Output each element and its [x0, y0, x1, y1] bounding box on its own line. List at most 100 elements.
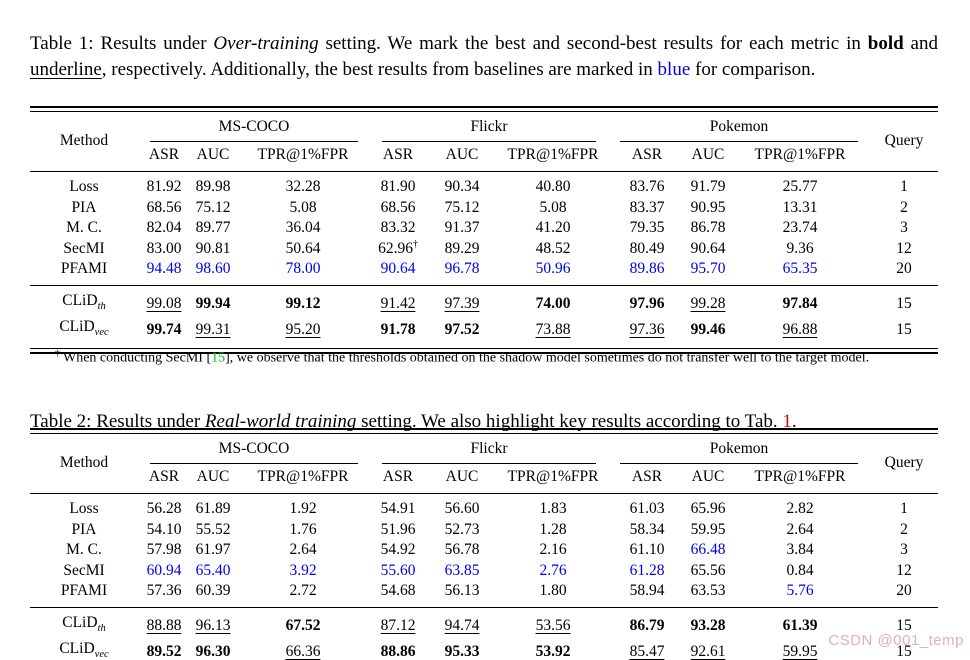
clid-rows: CLiDth 99.08 99.94 99.12 91.42 97.39 74.00 97.9…	[30, 284, 939, 348]
value-cell: 1	[900, 178, 908, 195]
group-label: MS-COCO	[218, 118, 290, 135]
value-cell: 58.34	[629, 520, 665, 538]
value-cell: 57.36	[146, 582, 182, 599]
value-cell: 12	[896, 239, 912, 257]
value-cell: 36.04	[285, 219, 321, 236]
value-cell: 67.52	[236, 606, 370, 640]
value-cell: 2	[900, 520, 908, 538]
method-cell: M. C.	[66, 541, 102, 558]
value-cell: 91.78	[380, 321, 416, 339]
group-label: Pokemon	[709, 118, 769, 135]
value-cell: 20	[896, 260, 912, 277]
value-cell: 96.13	[190, 606, 236, 640]
value-cell: 63.53	[690, 582, 726, 599]
table-row: CLiDth 99.08 99.94 99.12 91.42 97.39 74.00 97.9…	[30, 284, 939, 318]
value-cell: 56.28	[146, 500, 182, 517]
value-cell: 2.76	[539, 561, 567, 579]
value-cell: 96.78	[444, 260, 480, 277]
col-header-auc: AUC	[190, 141, 236, 172]
value-cell: 92.61	[690, 643, 726, 660]
group-header-mscoco: MS-COCO	[138, 112, 370, 142]
clid-rows: CLiDth 88.88 96.13 67.52 87.12 94.74 53.56 86.7…	[30, 606, 939, 660]
value-cell: 99.08	[138, 284, 190, 318]
value-cell: 97.36	[629, 321, 665, 339]
sub-header-row: ASR AUC TPR@1%FPR ASR AUC TPR@1%FPR ASR …	[30, 463, 938, 494]
value-cell: 81.92	[146, 178, 182, 195]
value-cell: 50.96	[535, 260, 571, 277]
baseline-rows: Loss 56.28 61.89 1.92 54.91 56.60 1.83 61.03 65.…	[30, 494, 938, 608]
value-cell: 66.36	[285, 643, 321, 660]
col-header-asr: ASR	[608, 463, 686, 494]
value-cell: 65.35	[782, 260, 818, 277]
table-row: PFAMI 57.36 60.39 2.72 54.68 56.13 1.80 58.94 63…	[30, 581, 938, 607]
col-header-asr: ASR	[370, 141, 426, 172]
value-cell: 88.86	[380, 643, 416, 660]
value-cell: 3.92	[289, 561, 317, 579]
value-cell: 61.03	[629, 500, 665, 517]
value-cell: 55.60	[380, 561, 416, 579]
method-cell: CLiDvec	[59, 640, 109, 660]
value-cell: 50.64	[285, 239, 321, 257]
group-header-pokemon: Pokemon	[608, 112, 870, 142]
value-cell: 1.83	[539, 500, 567, 517]
results-table-2: Method MS-COCO Flickr Pokemon Query ASR …	[30, 434, 939, 660]
col-header-tpr: TPR@1%FPR	[236, 141, 370, 172]
value-cell: 2.64	[786, 520, 814, 538]
value-cell: 15	[896, 643, 912, 660]
value-cell: 97.39	[426, 284, 498, 318]
method-cell: M. C.	[66, 219, 102, 236]
table-row: M. C. 82.04 89.77 36.04 83.32 91.37 41.20 79.35…	[30, 218, 938, 239]
value-cell: 91.79	[690, 178, 726, 195]
value-cell: 79.35	[629, 219, 665, 236]
value-cell: 9.36	[786, 239, 814, 257]
value-cell: 5.08	[289, 198, 317, 216]
method-cell: CLiDth	[30, 284, 138, 318]
baseline-rows: Loss 81.92 89.98 32.28 81.90 90.34 40.80 83.76 9…	[30, 172, 938, 286]
text-segment: Real-world training	[204, 411, 357, 432]
value-cell: 56.78	[444, 541, 480, 558]
text-segment: 15	[211, 350, 226, 366]
value-cell: 2.72	[289, 582, 317, 599]
value-cell: 78.00	[285, 260, 321, 277]
value-cell: 59.95	[690, 520, 726, 538]
value-cell: 54.68	[380, 582, 416, 599]
value-cell: 95.33	[444, 643, 480, 660]
text-segment: bold	[867, 33, 904, 54]
value-cell: 59.95	[782, 643, 818, 660]
method-cell: SecMI	[63, 561, 105, 579]
table1-caption: Table 1: Results under Over-training set…	[30, 31, 938, 83]
value-cell: 75.12	[444, 198, 480, 216]
method-cell: PFAMI	[60, 260, 108, 277]
col-header-asr: ASR	[138, 463, 190, 494]
method-cell: SecMI	[63, 239, 105, 257]
value-cell: 23.74	[782, 219, 818, 236]
col-header-tpr: TPR@1%FPR	[498, 141, 608, 172]
table-row: Loss 56.28 61.89 1.92 54.91 56.60 1.83 61.03 65.…	[30, 494, 938, 520]
text-segment: for comparison.	[690, 59, 816, 80]
col-header-tpr: TPR@1%FPR	[498, 463, 608, 494]
value-cell: 83.37	[629, 198, 665, 216]
value-cell: 97.52	[444, 321, 480, 339]
col-header-tpr: TPR@1%FPR	[730, 141, 871, 172]
table2-caption: Table 2: Results under Real-world traini…	[30, 409, 938, 435]
value-cell: 0.84	[786, 561, 814, 579]
value-cell: 94.74	[426, 606, 498, 640]
col-header-method: Method	[30, 112, 138, 172]
value-cell: 61.89	[195, 500, 231, 517]
value-cell: 99.46	[690, 321, 726, 339]
value-cell: 90.95	[690, 198, 726, 216]
group-header-mscoco: MS-COCO	[138, 434, 370, 464]
value-cell: 96.88	[782, 321, 818, 339]
value-cell: 2.82	[786, 500, 814, 517]
value-cell: 25.77	[782, 178, 818, 195]
table1-footnote: † When conducting SecMI [15], we observe…	[55, 344, 937, 369]
value-cell: 41.20	[535, 219, 571, 236]
results-table-1: Method MS-COCO Flickr Pokemon Query ASR …	[30, 112, 939, 348]
value-cell: 68.56	[380, 198, 416, 216]
table-1: Method MS-COCO Flickr Pokemon Query ASR …	[30, 106, 939, 354]
sub-header-row: ASR AUC TPR@1%FPR ASR AUC TPR@1%FPR ASR …	[30, 141, 938, 172]
text-segment: ], we observe that the thresholds obtain…	[225, 350, 870, 366]
group-header-row: Method MS-COCO Flickr Pokemon Query	[30, 112, 939, 172]
value-cell: 60.39	[195, 582, 231, 599]
value-cell: 74.00	[498, 284, 608, 318]
